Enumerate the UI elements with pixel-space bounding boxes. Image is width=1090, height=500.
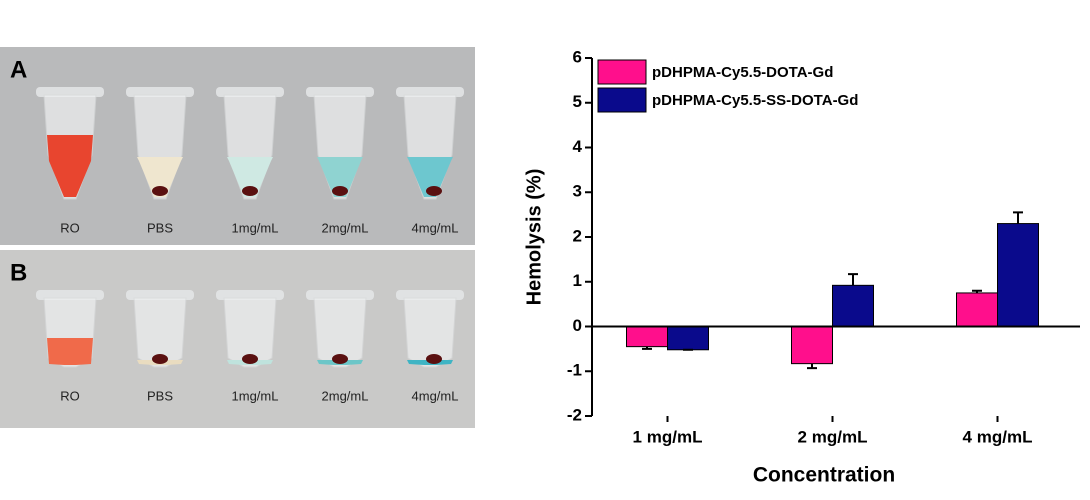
bar [791,326,833,365]
y-axis-label: Hemolysis (%) [523,169,545,306]
x-tick-label: 2 mg/mL [798,427,868,446]
tube [223,297,277,368]
y-tick-label: -1 [567,361,582,380]
tube-label: 2mg/mL [322,220,369,235]
x-axis-label: Concentration [753,464,895,487]
error-bar [1013,211,1023,224]
error-bar [807,363,817,370]
error-bar [972,289,982,293]
y-tick-label: 1 [573,271,582,290]
tube-label: 4mg/mL [412,388,459,403]
y-tick-label: 0 [573,316,582,335]
bar [667,326,709,351]
tube-label: 1mg/mL [232,220,279,235]
pellet [242,186,258,196]
bar [997,223,1039,327]
y-tick-label: -2 [567,405,582,424]
bar [956,292,998,327]
tube-label: RO [60,388,80,403]
tube-liquid [137,157,183,197]
tube-liquid [407,157,453,197]
tube-label: PBS [147,220,173,235]
y-tick-label: 2 [573,226,582,245]
tube-liquid [47,338,93,365]
tube-label: RO [60,220,80,235]
y-tick-label: 3 [573,182,582,201]
legend-label: pDHPMA-Cy5.5-SS-DOTA-Gd [652,92,858,109]
legend-swatch [597,59,647,85]
legend-swatch [597,87,647,113]
panel-label: B [10,259,27,286]
pellet [426,186,442,196]
pellet [332,186,348,196]
error-bar [848,273,858,286]
tube-label: PBS [147,388,173,403]
tube-label: 2mg/mL [322,388,369,403]
y-tick-label: 6 [573,47,582,66]
tube-label: 4mg/mL [412,220,459,235]
panel-label: A [10,56,27,83]
tube-liquid [227,157,273,197]
tube [313,297,367,368]
y-tick-label: 5 [573,92,582,111]
tube [403,297,457,368]
pellet [152,186,168,196]
tube-liquid [47,135,93,197]
tube [133,297,187,368]
pellet [152,354,168,364]
bar [626,326,668,348]
y-tick-label: 4 [573,137,583,156]
legend-label: pDHPMA-Cy5.5-DOTA-Gd [652,64,833,81]
pellet [332,354,348,364]
pellet [426,354,442,364]
tube-liquid [317,157,363,197]
tube-label: 1mg/mL [232,388,279,403]
pellet [242,354,258,364]
error-bar [642,346,652,350]
bar [832,284,874,327]
x-tick-label: 1 mg/mL [633,427,703,446]
x-tick-label: 4 mg/mL [963,427,1033,446]
